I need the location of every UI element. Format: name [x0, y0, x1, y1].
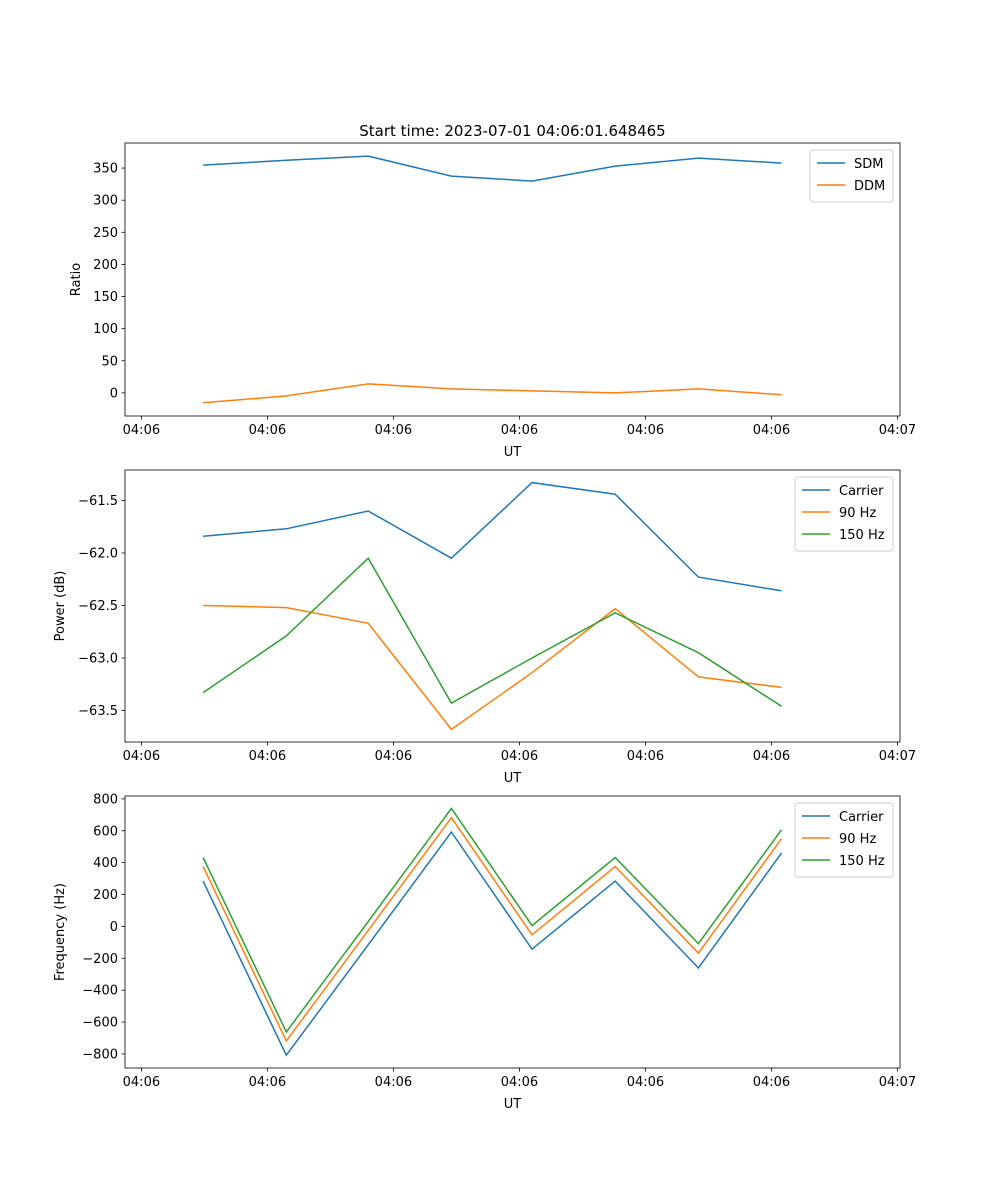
- x-tick-label: 04:06: [249, 749, 286, 764]
- y-tick-label: 0: [110, 920, 118, 935]
- y-tick-label: 50: [101, 354, 118, 369]
- legend-box: [794, 802, 894, 878]
- x-tick-label: 04:06: [375, 749, 412, 764]
- axes-frame: [124, 469, 901, 743]
- y-tick-label: −400: [82, 984, 118, 999]
- x-tick-label: 04:06: [501, 749, 538, 764]
- series-line-ddm: [203, 383, 782, 404]
- x-tick-label: 04:06: [627, 423, 664, 438]
- y-tick-label: 300: [93, 194, 118, 209]
- axes-frame: [124, 795, 901, 1069]
- y-tick-label: 800: [93, 792, 118, 807]
- y-tick-label: −600: [82, 1016, 118, 1031]
- legend-label: Carrier: [839, 810, 884, 825]
- x-tick-label: 04:06: [123, 749, 160, 764]
- y-tick-label: −800: [82, 1047, 118, 1062]
- x-axis-label: UT: [504, 445, 522, 460]
- legend-label: 90 Hz: [839, 832, 876, 847]
- x-tick-label: 04:07: [879, 749, 916, 764]
- x-tick-label: 04:06: [627, 1075, 664, 1090]
- x-tick-label: 04:06: [627, 749, 664, 764]
- y-tick-label: 200: [93, 888, 118, 903]
- x-axis-label: UT: [504, 771, 522, 786]
- y-tick-label: 100: [93, 322, 118, 337]
- legend-label: Carrier: [839, 484, 884, 499]
- x-tick-label: 04:06: [249, 1075, 286, 1090]
- y-tick-label: 0: [110, 386, 118, 401]
- legend-label: 150 Hz: [839, 528, 885, 543]
- y-tick-label: −61.5: [78, 494, 118, 509]
- legend-label: SDM: [854, 157, 883, 172]
- x-tick-label: 04:06: [753, 749, 790, 764]
- series-line-150-hz: [202, 807, 783, 1034]
- y-tick-label: 600: [93, 824, 118, 839]
- y-tick-label: 400: [93, 856, 118, 871]
- y-axis-label: Power (dB): [53, 571, 68, 642]
- y-tick-label: 150: [93, 290, 118, 305]
- x-tick-label: 04:06: [249, 423, 286, 438]
- x-tick-label: 04:06: [375, 423, 412, 438]
- legend-label: DDM: [854, 179, 885, 194]
- x-tick-label: 04:06: [753, 1075, 790, 1090]
- y-tick-label: −63.5: [78, 704, 118, 719]
- y-tick-label: −62.0: [78, 546, 118, 561]
- series-line-carrier: [202, 830, 783, 1057]
- x-tick-label: 04:07: [879, 423, 916, 438]
- x-axis-label: UT: [504, 1097, 522, 1112]
- y-tick-label: 250: [93, 226, 118, 241]
- series-line-carrier: [203, 481, 782, 592]
- axes-frame: [124, 142, 901, 417]
- x-tick-label: 04:07: [879, 1075, 916, 1090]
- series-line-150-hz: [202, 556, 782, 707]
- y-tick-label: −200: [82, 952, 118, 967]
- y-tick-label: −62.5: [78, 599, 118, 614]
- y-axis-label: Ratio: [69, 263, 84, 296]
- series-line-sdm: [203, 155, 782, 182]
- y-tick-label: −63.0: [78, 651, 118, 666]
- legend-label: 90 Hz: [839, 506, 876, 521]
- chart-title: Start time: 2023-07-01 04:06:01.648465: [359, 122, 665, 140]
- x-tick-label: 04:06: [375, 1075, 412, 1090]
- x-tick-label: 04:06: [501, 423, 538, 438]
- x-tick-label: 04:06: [753, 423, 790, 438]
- legend-label: 150 Hz: [839, 854, 885, 869]
- legend-box: [794, 476, 894, 552]
- y-axis-label: Frequency (Hz): [53, 883, 68, 981]
- series-line-90-hz: [202, 816, 783, 1043]
- x-tick-label: 04:06: [501, 1075, 538, 1090]
- y-tick-label: 350: [93, 162, 118, 177]
- x-tick-label: 04:06: [123, 1075, 160, 1090]
- series-line-90-hz: [203, 604, 782, 731]
- x-tick-label: 04:06: [123, 423, 160, 438]
- y-tick-label: 200: [93, 258, 118, 273]
